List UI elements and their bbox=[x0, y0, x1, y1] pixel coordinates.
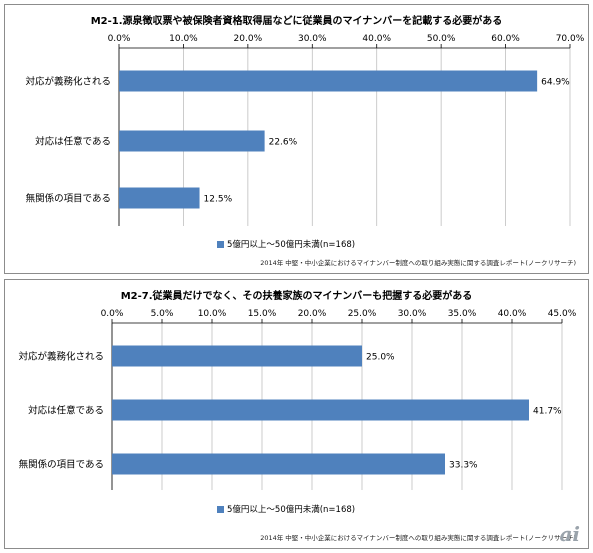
bar bbox=[112, 399, 529, 421]
x-tick-label: 30.0% bbox=[298, 34, 327, 44]
x-tick-label: 60.0% bbox=[491, 34, 520, 44]
value-label: 33.3% bbox=[449, 461, 478, 471]
x-tick-label: 0.0% bbox=[108, 34, 131, 44]
chart-panel-1: M2-1.源泉徴収票や被保険者資格取得届などに従業員のマイナンバーを記載する必要… bbox=[4, 4, 589, 274]
category-label: 対応は任意である bbox=[35, 136, 111, 148]
x-tick-label: 10.0% bbox=[198, 309, 227, 319]
bar bbox=[112, 345, 362, 367]
x-tick-label: 20.0% bbox=[234, 34, 263, 44]
legend-swatch bbox=[217, 240, 224, 248]
category-label: 無関係の項目である bbox=[26, 193, 111, 205]
x-tick-label: 10.0% bbox=[169, 34, 198, 44]
bar bbox=[112, 453, 445, 475]
bar-chart-2: 0.0% 5.0% 10.0% 15.0% 20.0% 25.0% 30.0% 35.0% 40… bbox=[18, 309, 577, 490]
category-label: 対応は任意である bbox=[28, 405, 104, 417]
bar bbox=[119, 130, 265, 152]
x-tick-label: 5.0% bbox=[151, 309, 174, 319]
footnote: 2014年 中堅・中小企業におけるマイナンバー制度への取り組み実態に関する調査レ… bbox=[260, 534, 576, 542]
legend-swatch bbox=[217, 505, 224, 513]
x-tick-label: 40.0% bbox=[362, 34, 391, 44]
bar-chart-1: 0.0% 10.0% 20.0% 30.0% 40.0% 50.0% 60.0% 70.0% 6… bbox=[25, 34, 585, 226]
legend: 5億円以上～50億円未満(n=168) bbox=[217, 238, 355, 250]
x-tick-label: 70.0% bbox=[556, 34, 585, 44]
x-tick-label: 50.0% bbox=[427, 34, 456, 44]
value-label: 25.0% bbox=[366, 353, 395, 363]
x-tick-label: 15.0% bbox=[248, 309, 277, 319]
category-label: 対応が義務化される bbox=[18, 351, 104, 363]
x-tick-label: 25.0% bbox=[348, 309, 377, 319]
chart-title: M2-7.従業員だけでなく、その扶養家族のマイナンバーも把握する必要がある bbox=[120, 291, 473, 302]
x-tick-label: 40.0% bbox=[498, 309, 527, 319]
legend: 5億円以上～50億円未満(n=168) bbox=[217, 503, 355, 515]
value-label: 64.9% bbox=[541, 78, 570, 88]
value-label: 41.7% bbox=[533, 407, 562, 417]
bar bbox=[119, 70, 538, 92]
footnote: 2014年 中堅・中小企業におけるマイナンバー制度への取り組み実態に関する調査レ… bbox=[260, 259, 576, 267]
legend-label: 5億円以上～50億円未満(n=168) bbox=[227, 505, 356, 515]
chart-panel-2: M2-7.従業員だけでなく、その扶養家族のマイナンバーも把握する必要がある 0.… bbox=[4, 279, 589, 549]
x-tick-label: 35.0% bbox=[448, 309, 477, 319]
chart-title: M2-1.源泉徴収票や被保険者資格取得届などに従業員のマイナンバーを記載する必要… bbox=[90, 16, 503, 27]
value-label: 12.5% bbox=[204, 195, 233, 205]
category-label: 対応が義務化される bbox=[25, 76, 111, 88]
x-tick-label: 0.0% bbox=[101, 309, 124, 319]
x-tick-label: 30.0% bbox=[398, 309, 427, 319]
legend-label: 5億円以上～50億円未満(n=168) bbox=[227, 240, 356, 250]
x-tick-label: 20.0% bbox=[298, 309, 327, 319]
category-label: 無関係の項目である bbox=[19, 459, 104, 471]
x-tick-label: 45.0% bbox=[548, 309, 577, 319]
value-label: 22.6% bbox=[269, 138, 298, 148]
watermark-logo: ai bbox=[559, 522, 580, 546]
bar bbox=[119, 187, 200, 209]
